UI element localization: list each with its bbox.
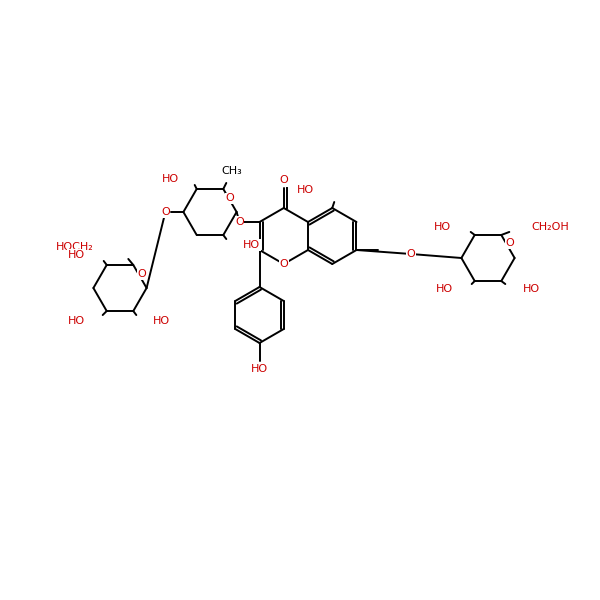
Text: HO: HO xyxy=(436,284,453,294)
Text: O: O xyxy=(506,238,514,248)
Text: O: O xyxy=(137,269,146,280)
Text: HO: HO xyxy=(251,364,268,374)
Text: HO: HO xyxy=(68,316,85,326)
Text: HO: HO xyxy=(523,284,541,294)
Text: HO: HO xyxy=(154,316,170,326)
Text: O: O xyxy=(407,249,415,259)
Text: O: O xyxy=(161,207,170,217)
Text: O: O xyxy=(235,217,244,227)
Text: O: O xyxy=(226,193,235,203)
Text: HO: HO xyxy=(434,222,451,232)
Text: HO: HO xyxy=(297,185,314,195)
Text: CH₂OH: CH₂OH xyxy=(532,222,569,232)
Text: O: O xyxy=(280,175,288,185)
Text: HO: HO xyxy=(161,174,179,184)
Text: CH₃: CH₃ xyxy=(221,166,242,176)
Text: HOCH₂: HOCH₂ xyxy=(56,242,94,252)
Text: HO: HO xyxy=(244,240,260,250)
Text: HO: HO xyxy=(68,250,85,260)
Text: O: O xyxy=(280,259,288,269)
